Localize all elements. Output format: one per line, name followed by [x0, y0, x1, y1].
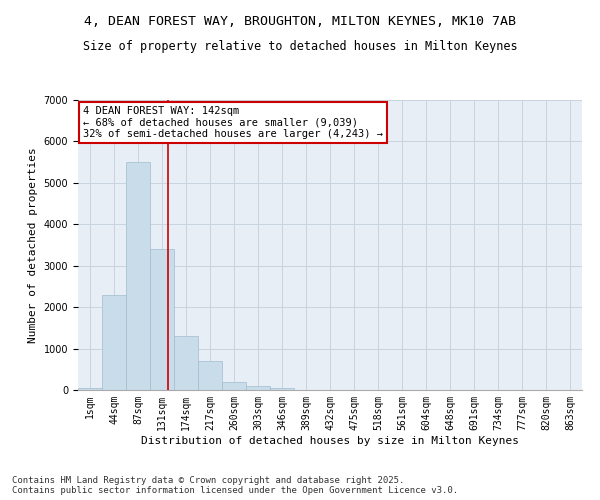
Bar: [270, 388, 294, 390]
Text: Contains HM Land Registry data © Crown copyright and database right 2025.
Contai: Contains HM Land Registry data © Crown c…: [12, 476, 458, 495]
Bar: [174, 336, 198, 390]
Bar: [222, 382, 246, 390]
Bar: [78, 388, 102, 390]
Bar: [246, 386, 270, 390]
X-axis label: Distribution of detached houses by size in Milton Keynes: Distribution of detached houses by size …: [141, 436, 519, 446]
Bar: [198, 361, 222, 390]
Text: Size of property relative to detached houses in Milton Keynes: Size of property relative to detached ho…: [83, 40, 517, 53]
Bar: [102, 294, 126, 390]
Text: 4 DEAN FOREST WAY: 142sqm
← 68% of detached houses are smaller (9,039)
32% of se: 4 DEAN FOREST WAY: 142sqm ← 68% of detac…: [83, 106, 383, 139]
Y-axis label: Number of detached properties: Number of detached properties: [28, 147, 38, 343]
Bar: [126, 162, 150, 390]
Text: 4, DEAN FOREST WAY, BROUGHTON, MILTON KEYNES, MK10 7AB: 4, DEAN FOREST WAY, BROUGHTON, MILTON KE…: [84, 15, 516, 28]
Bar: [150, 249, 174, 390]
